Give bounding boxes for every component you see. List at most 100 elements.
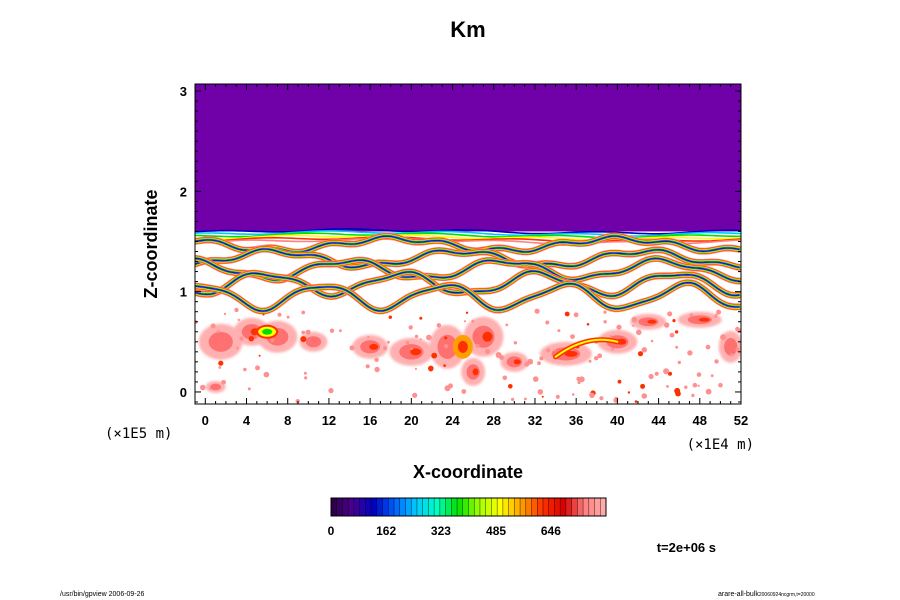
boundary-speckle xyxy=(672,319,676,323)
boundary-speckle xyxy=(388,315,392,319)
x-tick-label: 44 xyxy=(651,413,666,428)
boundary-speckle xyxy=(689,313,693,317)
boundary-speckle xyxy=(412,392,418,398)
colorbar-segment xyxy=(411,498,418,516)
boundary-speckle xyxy=(383,346,387,351)
boundary-speckle xyxy=(349,345,355,351)
boundary-speckle xyxy=(218,366,222,369)
boundary-speckle xyxy=(636,329,642,336)
boundary-speckle xyxy=(577,380,581,385)
boundary-speckle xyxy=(301,330,306,335)
boundary-speckle xyxy=(735,326,740,332)
boundary-speckle xyxy=(221,379,227,385)
colorbar-segment xyxy=(502,498,509,516)
colorbar-segment xyxy=(571,498,578,516)
boundary-speckle xyxy=(508,384,513,389)
boundary-speckle xyxy=(216,330,220,333)
colorbar-segment xyxy=(382,498,389,516)
boundary-speckle xyxy=(248,336,254,342)
boundary-speckle xyxy=(714,359,719,364)
boundary-speckle xyxy=(720,334,727,341)
boundary-speckle xyxy=(697,384,700,387)
boundary-speckle xyxy=(236,346,239,350)
boundary-speckle xyxy=(576,376,581,382)
colorbar-segment xyxy=(451,498,458,516)
y-axis: 0 1 2 3 xyxy=(180,84,741,403)
boundary-speckle xyxy=(475,343,480,348)
colorbar-segment xyxy=(542,498,550,516)
x-tick-label: 12 xyxy=(322,413,336,428)
boundary-speckle xyxy=(632,324,635,327)
colorbar-tick-label: 162 xyxy=(376,524,396,538)
boundary-speckle xyxy=(419,338,422,341)
x-tick-label: 32 xyxy=(528,413,542,428)
colorbar-segment xyxy=(514,498,521,516)
boundary-speckle xyxy=(387,340,390,344)
boundary-speckle xyxy=(599,396,604,401)
y-tick-label: 0 xyxy=(180,385,187,400)
colorbar-segment xyxy=(583,498,590,516)
colorbar-segment xyxy=(342,498,349,516)
boundary-speckle xyxy=(258,354,261,357)
colorbar-segment xyxy=(491,498,498,516)
boundary-speckle xyxy=(209,387,212,391)
boundary-speckle xyxy=(705,388,712,395)
hotspot-core xyxy=(262,328,273,335)
boundary-speckle xyxy=(247,387,251,391)
boundary-speckle xyxy=(539,356,544,361)
boundary-speckle xyxy=(365,364,370,369)
boundary-speckle xyxy=(405,340,410,345)
colorbar-segment xyxy=(359,498,366,516)
boundary-speckle xyxy=(243,367,247,372)
boundary-blob-hot xyxy=(513,359,521,365)
boundary-speckle xyxy=(537,389,544,395)
boundary-blob-hot xyxy=(698,317,710,322)
boundary-speckle xyxy=(692,382,698,388)
boundary-speckle xyxy=(564,311,570,317)
boundary-speckle xyxy=(431,352,438,359)
boundary-speckle xyxy=(616,324,622,330)
colorbar-segment xyxy=(485,498,492,516)
colorbar-segment xyxy=(520,498,527,516)
boundary-speckle xyxy=(436,323,442,328)
boundary-speckle xyxy=(634,400,638,403)
boundary-speckle xyxy=(667,311,673,317)
boundary-speckle xyxy=(557,329,561,333)
colorbar-segment xyxy=(548,498,555,516)
boundary-speckle xyxy=(374,366,380,373)
boundary-speckle xyxy=(545,320,550,325)
boundary-speckle xyxy=(329,328,335,333)
boundary-speckle xyxy=(735,347,740,352)
boundary-speckle xyxy=(304,376,308,380)
colorbar-frame xyxy=(330,497,607,517)
boundary-speckle xyxy=(471,319,475,323)
colorbar-segment xyxy=(388,498,395,516)
boundary-speckle xyxy=(691,393,695,398)
x-tick-label: 16 xyxy=(363,413,377,428)
boundary-blob-hot xyxy=(647,319,657,324)
boundary-speckle xyxy=(223,312,227,316)
colorbar-segment xyxy=(497,498,504,516)
boundary-speckle xyxy=(597,353,603,359)
boundary-speckle xyxy=(444,336,448,340)
boundary-speckle xyxy=(546,348,551,353)
colorbar-segment xyxy=(594,498,601,516)
boundary-speckle xyxy=(684,385,688,389)
turbulent-filament xyxy=(195,248,740,268)
x-tick-label: 0 xyxy=(202,413,209,428)
colorbar-segment xyxy=(554,498,561,516)
boundary-speckle xyxy=(286,315,290,319)
boundary-speckle xyxy=(237,318,240,322)
boundary-speckle xyxy=(277,312,282,317)
boundary-speckle xyxy=(339,329,342,333)
colorbar-segment xyxy=(353,498,360,516)
boundary-speckle xyxy=(640,383,646,389)
boundary-speckle xyxy=(668,371,672,376)
boundary-speckle xyxy=(588,359,592,363)
boundary-speckle xyxy=(410,347,413,351)
boundary-speckle xyxy=(234,307,239,313)
chart-title: Km xyxy=(450,17,485,42)
colorbar-segment xyxy=(405,498,412,516)
x-axis: 0 4 8 12 16 20 24 28 32 36 40 44 48 52 xyxy=(194,84,748,428)
boundary-speckle xyxy=(705,344,711,350)
